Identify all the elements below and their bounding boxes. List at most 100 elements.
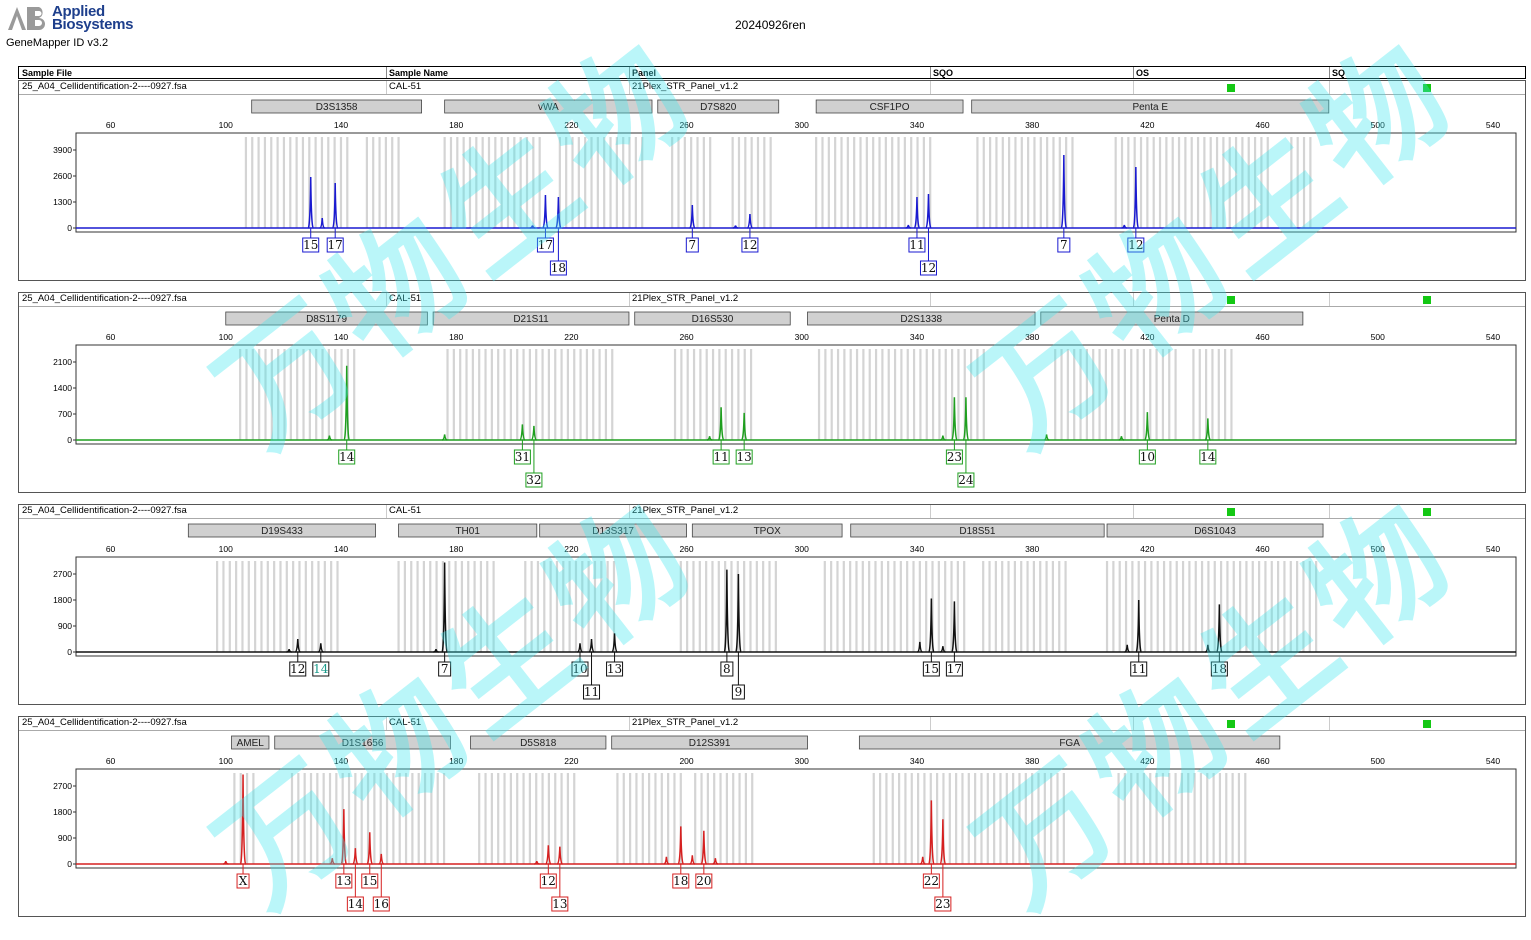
os-quality-flag-icon — [1227, 84, 1235, 92]
allele-call-label: 7 — [688, 238, 696, 252]
locus-name: D2S1338 — [900, 314, 942, 325]
peak — [611, 633, 618, 653]
locus-bar — [444, 99, 653, 114]
y-tick-label: 0 — [67, 647, 72, 657]
allele-call-label: 10 — [572, 662, 587, 676]
allele-call-box — [1199, 449, 1217, 465]
x-tick-label: 100 — [219, 544, 233, 554]
x-tick-label: 180 — [449, 332, 463, 342]
electropherogram-plot-blue: D3S1358 vWA D7S820 CSF1PO Penta E60 100 140 180… — [53, 99, 1517, 276]
allele-call-label: 9 — [735, 685, 743, 699]
x-tick-label: 340 — [910, 120, 924, 130]
x-tick-label: 60 — [106, 756, 116, 766]
header-sqo: SQO — [933, 68, 954, 78]
x-tick-label: 380 — [1025, 120, 1039, 130]
locus-name: TH01 — [455, 526, 480, 537]
peak — [545, 845, 552, 865]
x-tick-label: 460 — [1255, 756, 1269, 766]
allele-call-box — [1138, 449, 1156, 465]
peak — [939, 819, 947, 865]
allele-call-label: 17 — [538, 238, 553, 252]
x-tick-label: 140 — [334, 120, 348, 130]
locus-name: D19S433 — [261, 526, 303, 537]
sample-file-value: 25_A04_Cellidentification-2----0927.fsa — [22, 81, 187, 92]
x-tick-label: 300 — [795, 120, 809, 130]
peak — [925, 193, 932, 229]
x-tick-label: 140 — [334, 544, 348, 554]
locus-bar — [611, 735, 808, 750]
peak — [951, 601, 958, 653]
x-tick-label: 340 — [910, 544, 924, 554]
allele-call-label: X — [239, 874, 248, 888]
allele-call-label: 14 — [348, 897, 364, 911]
allele-call-box — [922, 873, 940, 889]
peak — [663, 856, 670, 865]
locus-bar — [657, 99, 780, 114]
locus-name: Penta E — [1132, 102, 1168, 113]
y-tick-label: 2600 — [53, 171, 72, 181]
locus-bar — [274, 735, 451, 750]
allele-call-label: 12 — [921, 261, 936, 275]
sq-quality-flag-icon — [1423, 296, 1431, 304]
sample-file-value: 25_A04_Cellidentification-2----0927.fsa — [22, 717, 187, 728]
x-tick-label: 380 — [1025, 332, 1039, 342]
header-sq: SQ — [1332, 68, 1346, 78]
allele-call-box — [1127, 237, 1145, 253]
x-tick-label: 540 — [1486, 120, 1500, 130]
allele-call-box — [326, 237, 344, 253]
allele-call-box — [695, 873, 713, 889]
locus-name: D18S51 — [959, 526, 996, 537]
panel-value: 21Plex_STR_Panel_v1.2 — [632, 81, 739, 92]
y-tick-label: 2100 — [53, 357, 72, 367]
header-os: OS — [1136, 68, 1150, 78]
peak — [441, 562, 448, 653]
applied-biosystems-logo-icon — [6, 5, 50, 32]
locus-name: D6S1043 — [1194, 526, 1236, 537]
header-divider — [930, 67, 931, 78]
x-tick-label: 300 — [795, 544, 809, 554]
peak — [340, 809, 348, 865]
peak — [928, 800, 935, 865]
peak — [700, 830, 708, 865]
peak — [1135, 599, 1143, 653]
locus-name: D16S530 — [692, 314, 734, 325]
x-tick-label: 260 — [679, 120, 693, 130]
peak — [1118, 436, 1125, 441]
locus-name: D21S11 — [513, 314, 549, 325]
locus-name: D5S818 — [520, 738, 557, 749]
allele-call-label: 14 — [313, 662, 329, 676]
locus-bar — [231, 735, 270, 750]
peak — [542, 194, 549, 229]
locus-bar — [539, 523, 687, 538]
locus-bar — [807, 311, 1036, 326]
peak — [1043, 434, 1050, 441]
report-title: 20240926ren — [735, 18, 806, 32]
locus-bar — [1040, 311, 1304, 326]
software-version: GeneMapper ID v3.2 — [6, 37, 109, 49]
allele-call-label: 12 — [1128, 238, 1143, 252]
allele-call-box — [1210, 661, 1228, 677]
allele-call-box — [583, 684, 601, 700]
x-tick-label: 460 — [1255, 332, 1269, 342]
peak — [286, 648, 292, 653]
x-tick-label: 180 — [449, 756, 463, 766]
x-tick-label: 420 — [1140, 120, 1154, 130]
peak — [717, 407, 725, 441]
peak — [319, 217, 326, 229]
plot-frame — [75, 556, 1517, 657]
allele-call-label: 24 — [958, 473, 974, 487]
panel-value: 21Plex_STR_Panel_v1.2 — [632, 717, 739, 728]
peak — [689, 204, 696, 229]
peak — [677, 826, 685, 865]
x-tick-label: 220 — [564, 120, 578, 130]
allele-call-box — [945, 449, 963, 465]
locus-bar — [634, 311, 791, 326]
x-tick-label: 60 — [106, 544, 116, 554]
x-tick-label: 420 — [1140, 332, 1154, 342]
plot-frame — [75, 344, 1517, 445]
allele-call-box — [945, 661, 963, 677]
dye-panel-blue: 25_A04_Cellidentification-2----0927.fsa … — [18, 80, 1526, 281]
allele-call-box — [335, 873, 353, 889]
sample-name-value: CAL-51 — [389, 717, 422, 728]
